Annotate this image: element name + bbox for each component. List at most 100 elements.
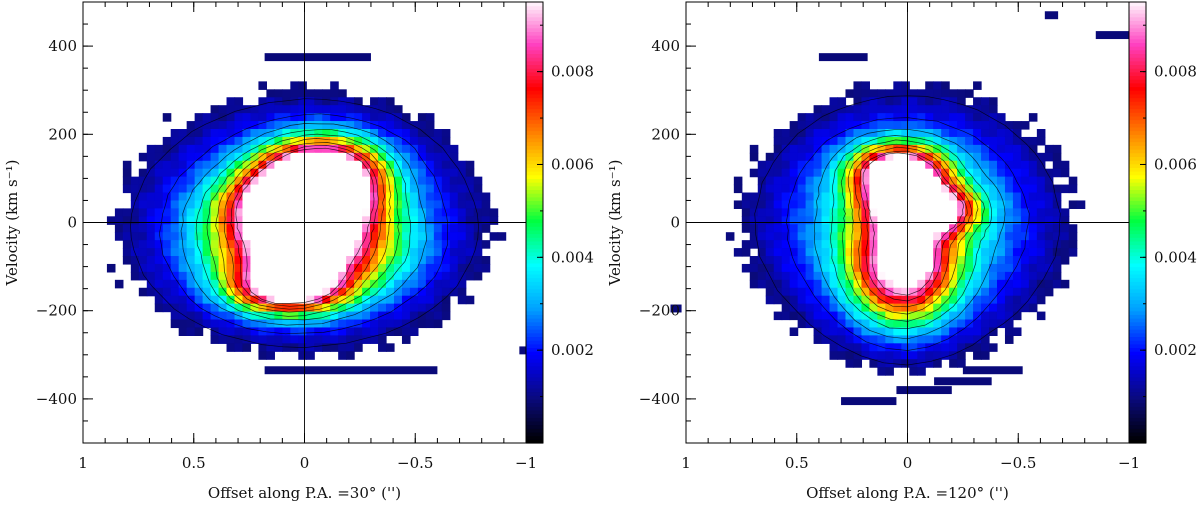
- heatmap-cell: [258, 216, 267, 225]
- colorbar-swatch: [526, 57, 543, 62]
- heatmap-cell: [901, 319, 910, 329]
- heatmap-cell: [893, 168, 902, 178]
- colorbar-swatch: [526, 325, 543, 330]
- heatmap-cell: [298, 327, 307, 336]
- heatmap-cell: [178, 192, 188, 202]
- heatmap-cell: [306, 105, 315, 114]
- heatmap-cell: [138, 232, 148, 241]
- heatmap-cell: [1060, 184, 1070, 194]
- heatmap-cell: [282, 263, 291, 273]
- colorbar-swatch: [526, 340, 543, 345]
- heatmap-cell: [202, 192, 212, 202]
- heatmap-cell: [957, 263, 966, 273]
- heatmap-cell: [465, 160, 475, 170]
- heatmap-cell: [1020, 271, 1030, 281]
- heatmap-cell: [789, 216, 799, 225]
- heatmap-cell: [837, 168, 847, 178]
- heatmap-cell: [386, 319, 395, 329]
- heatmap-cell: [845, 121, 855, 130]
- heatmap-cell: [330, 287, 339, 297]
- heatmap-cell: [909, 224, 918, 233]
- heatmap-cell: [274, 152, 283, 162]
- heatmap-cell: [965, 248, 974, 257]
- colorbar-tick-label: 0.004: [1154, 248, 1197, 266]
- heatmap-cell: [949, 129, 958, 138]
- heatmap-cell: [933, 97, 942, 106]
- heatmap-cell: [813, 248, 823, 257]
- heatmap-cell: [378, 240, 387, 249]
- heatmap-cell: [242, 240, 252, 249]
- heatmap-cell: [853, 359, 863, 368]
- heatmap-cell: [797, 129, 807, 138]
- heatmap-cell: [146, 216, 156, 225]
- colorbar-swatch: [1129, 340, 1146, 345]
- heatmap-cell: [218, 279, 228, 289]
- heatmap-cell: [957, 311, 966, 321]
- heatmap-cell: [885, 121, 894, 130]
- heatmap-cell: [457, 271, 467, 281]
- heatmap-cell: [282, 256, 291, 265]
- heatmap-cell: [861, 295, 870, 305]
- heatmap-cell: [194, 113, 204, 122]
- heatmap-cell: [330, 303, 339, 313]
- heatmap-cell: [845, 105, 855, 114]
- heatmap-cell: [829, 168, 839, 178]
- heatmap-cell: [226, 208, 236, 217]
- heatmap-cell: [901, 311, 910, 321]
- heatmap-cell: [989, 271, 998, 281]
- heatmap-cell: [194, 216, 204, 225]
- heatmap-cell: [805, 319, 815, 329]
- heatmap-cell: [401, 279, 411, 289]
- heatmap-cell: [757, 271, 767, 281]
- heatmap-cell: [370, 184, 379, 194]
- colorbar-swatch: [526, 417, 543, 422]
- heatmap-cell: [274, 208, 283, 217]
- heatmap-cell: [409, 176, 419, 186]
- heatmap-cell: [1028, 176, 1038, 186]
- heatmap-cell: [965, 216, 974, 225]
- heatmap-cell: [354, 271, 363, 281]
- heatmap-cell: [837, 287, 847, 297]
- heatmap-cell: [861, 287, 870, 297]
- heatmap-cell: [1028, 168, 1038, 178]
- heatmap-cell: [138, 263, 148, 273]
- heatmap-cell: [298, 256, 307, 265]
- heatmap-cell: [457, 216, 467, 225]
- heatmap-cell: [290, 184, 299, 194]
- heatmap-cell: [122, 160, 132, 170]
- heatmap-cell: [773, 144, 783, 154]
- heatmap-cell: [933, 271, 942, 281]
- heatmap-cell: [338, 271, 347, 281]
- heatmap-cell: [218, 271, 228, 281]
- heatmap-cell: [861, 343, 870, 352]
- heatmap-cell: [1004, 287, 1014, 297]
- heatmap-cell: [917, 351, 926, 360]
- heatmap-cell: [465, 224, 475, 233]
- heatmap-cell: [917, 240, 926, 249]
- colorbar-swatch: [1129, 185, 1146, 191]
- contour-line: [223, 142, 385, 310]
- heatmap-cell: [941, 136, 950, 146]
- heatmap-cell: [933, 81, 942, 90]
- heatmap-cell: [749, 256, 759, 265]
- heatmap-cell: [298, 168, 307, 178]
- heatmap-cell: [757, 224, 767, 233]
- heatmap-cell: [338, 184, 347, 194]
- heatmap-cell: [981, 208, 990, 217]
- colorbar-swatch: [1129, 149, 1146, 154]
- colorbar-swatch: [526, 163, 543, 168]
- heatmap-cell: [781, 303, 791, 313]
- heatmap-cell: [258, 351, 267, 360]
- heatmap-cell: [250, 287, 260, 297]
- heatmap-cell: [234, 319, 244, 329]
- heatmap-cell: [290, 256, 299, 265]
- heatmap-cell: [757, 256, 767, 265]
- heatmap-cell: [1020, 216, 1030, 225]
- heatmap-cell: [996, 208, 1006, 217]
- heatmap-cell: [290, 216, 299, 225]
- heatmap-cell: [449, 287, 459, 297]
- heatmap-cell: [186, 200, 196, 209]
- heatmap-cell: [146, 152, 156, 162]
- heatmap-cell: [925, 216, 934, 225]
- heatmap-cell: [901, 279, 910, 289]
